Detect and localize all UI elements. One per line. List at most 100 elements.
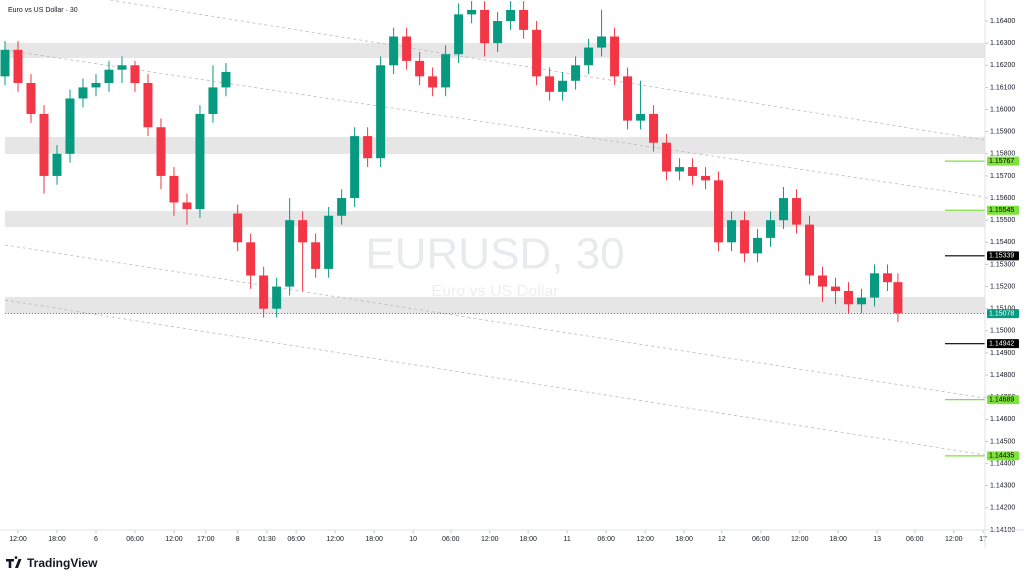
candle-body bbox=[441, 54, 451, 88]
x-tick-label: 01:30 bbox=[258, 536, 276, 543]
y-tick-label: 1.14300 bbox=[990, 483, 1015, 490]
x-tick-label: 10 bbox=[409, 536, 417, 543]
candle-body bbox=[740, 220, 750, 254]
candle-body bbox=[143, 82, 153, 128]
x-tick-label: 17 bbox=[979, 536, 987, 543]
candle-body bbox=[480, 9, 490, 44]
candle-body bbox=[389, 36, 399, 66]
y-tick-label: 1.16200 bbox=[990, 62, 1015, 69]
x-tick-label: 17:00 bbox=[197, 536, 215, 543]
chart-title: Euro vs US Dollar · 30 bbox=[8, 7, 78, 14]
x-tick-label: 06:00 bbox=[126, 536, 144, 543]
level-label: 1.15545 bbox=[989, 207, 1014, 214]
brand-name: TradingView bbox=[27, 556, 98, 570]
candle-body bbox=[376, 65, 386, 159]
x-tick-label: 11 bbox=[563, 536, 570, 543]
x-tick-label: 12:00 bbox=[791, 536, 809, 543]
y-tick-label: 1.14200 bbox=[990, 505, 1015, 512]
level-label: 1.15339 bbox=[989, 253, 1014, 260]
candle-body bbox=[766, 220, 776, 238]
candle-body bbox=[753, 237, 763, 254]
x-tick-label: 12:00 bbox=[9, 536, 27, 543]
candle-body bbox=[467, 9, 477, 15]
candle-body bbox=[597, 36, 607, 48]
candle-body bbox=[883, 273, 893, 283]
candle-body bbox=[156, 127, 166, 176]
candle-body bbox=[727, 220, 737, 243]
zone bbox=[5, 42, 985, 58]
candle-body bbox=[13, 49, 23, 83]
candle-body bbox=[402, 36, 412, 61]
candle-body bbox=[454, 14, 464, 55]
y-tick-label: 1.15100 bbox=[990, 306, 1015, 313]
zone bbox=[5, 296, 985, 315]
level-label: 1.15767 bbox=[989, 158, 1014, 165]
x-tick-label: 12:00 bbox=[326, 536, 344, 543]
level-label: 1.14435 bbox=[989, 453, 1014, 460]
candle-body bbox=[675, 167, 685, 172]
y-tick-label: 1.16000 bbox=[990, 106, 1015, 113]
candle-body bbox=[221, 71, 231, 88]
candle-body bbox=[26, 82, 36, 114]
candle-body bbox=[233, 213, 243, 243]
x-tick-label: 12:00 bbox=[165, 536, 183, 543]
y-tick-label: 1.14800 bbox=[990, 372, 1015, 379]
candle-body bbox=[39, 113, 49, 176]
x-tick-label: 12:00 bbox=[481, 536, 499, 543]
candle-body bbox=[519, 9, 529, 30]
zone bbox=[5, 136, 985, 155]
level-label-bg bbox=[987, 451, 1019, 461]
zone bbox=[5, 211, 985, 228]
y-tick-label: 1.15800 bbox=[990, 151, 1015, 158]
candle-body bbox=[532, 29, 542, 77]
level-label-bg bbox=[987, 205, 1019, 215]
candle-body bbox=[259, 275, 269, 309]
candle-body bbox=[169, 175, 179, 203]
candle-body bbox=[246, 242, 256, 276]
x-tick-label: 06:00 bbox=[906, 536, 924, 543]
y-tick-label: 1.16400 bbox=[990, 18, 1015, 25]
x-tick-label: 13 bbox=[873, 536, 881, 543]
candle-body bbox=[545, 76, 555, 92]
candle-body bbox=[311, 242, 321, 269]
candle-body bbox=[714, 180, 724, 243]
candle-body bbox=[428, 76, 438, 88]
x-tick-label: 12:00 bbox=[945, 536, 963, 543]
last-price-label: 1.15078 bbox=[989, 310, 1014, 317]
y-tick-label: 1.14500 bbox=[990, 438, 1015, 445]
candle-body bbox=[870, 273, 880, 298]
candle-body bbox=[337, 198, 347, 216]
candle-body bbox=[662, 142, 672, 172]
y-tick-label: 1.14600 bbox=[990, 416, 1015, 423]
candle-body bbox=[78, 87, 88, 99]
x-tick-label: 8 bbox=[236, 536, 240, 543]
candle-body bbox=[688, 167, 698, 176]
x-tick-label: 06:00 bbox=[442, 536, 460, 543]
candle-body bbox=[701, 175, 711, 181]
x-tick-label: 18:00 bbox=[829, 536, 847, 543]
x-tick-label: 18:00 bbox=[48, 536, 66, 543]
y-tick-label: 1.15600 bbox=[990, 195, 1015, 202]
candle-body bbox=[649, 113, 659, 143]
candle-body bbox=[117, 65, 127, 70]
plot-layer: 1.141001.142001.143001.144001.145001.146… bbox=[0, 0, 1019, 543]
x-tick-label: 6 bbox=[94, 536, 98, 543]
watermark-subtitle: Euro vs US Dollar bbox=[431, 283, 559, 300]
candle-body bbox=[584, 47, 594, 66]
candle-body bbox=[91, 82, 101, 88]
x-tick-label: 18:00 bbox=[365, 536, 383, 543]
candle-body bbox=[415, 60, 425, 77]
candle-body bbox=[792, 198, 802, 225]
x-tick-label: 06:00 bbox=[287, 536, 305, 543]
y-tick-label: 1.15000 bbox=[990, 328, 1015, 335]
candle-body bbox=[857, 297, 867, 305]
x-tick-label: 06:00 bbox=[752, 536, 770, 543]
candle-body bbox=[272, 286, 282, 309]
level-label-bg bbox=[987, 395, 1019, 405]
last-price-bg bbox=[987, 309, 1019, 319]
candle-body bbox=[779, 198, 789, 221]
candle-body bbox=[65, 98, 75, 154]
